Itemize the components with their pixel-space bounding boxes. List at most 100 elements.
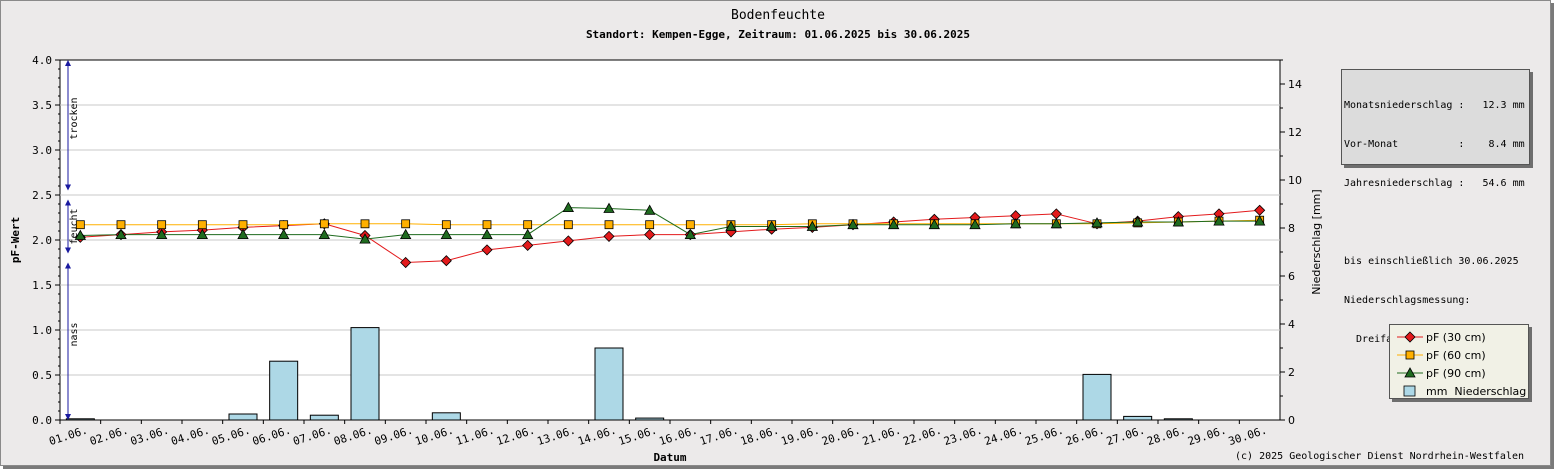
precipitation-bar — [1082, 373, 1112, 421]
data-point-triangle — [1131, 216, 1144, 227]
y2-tick-label: 14 — [1288, 78, 1302, 91]
data-point-triangle — [1172, 216, 1185, 227]
x-tick-label: 15.06. — [617, 423, 659, 448]
info-row-yearly: Jahresniederschlag : 54.6 mm — [1344, 178, 1525, 189]
triangle-marker-icon — [1397, 367, 1423, 378]
zone-arrow-head-down — [65, 247, 71, 254]
diamond-marker-icon — [1397, 331, 1423, 343]
gridlines — [60, 104, 1280, 376]
x-tick-label: 25.06. — [1023, 423, 1065, 448]
data-point-square — [604, 220, 614, 230]
data-point-square — [563, 220, 573, 230]
x-tick-label: 17.06. — [698, 423, 740, 448]
precipitation-bars — [65, 327, 1193, 421]
data-point-triangle — [196, 228, 209, 240]
data-point-triangle — [481, 228, 493, 240]
x-tick-label: 02.06. — [88, 423, 130, 448]
zone-label: trocken — [69, 97, 80, 139]
series-line-triangle — [80, 207, 1260, 240]
legend-item-pf90: pF (90 cm) — [1396, 364, 1528, 382]
x-tick-label: 29.06. — [1186, 423, 1228, 448]
y2-tick-label: 10 — [1288, 174, 1302, 187]
chart-legend: pF (30 cm) pF (60 cm) pF (90 cm) mm Nied… — [1389, 324, 1529, 399]
copyright-note: (c) 2025 Geologischer Dienst Nordrhein-W… — [1235, 451, 1524, 462]
series-line-diamond — [80, 209, 1260, 264]
precipitation-bar — [269, 360, 299, 421]
data-point-square — [116, 220, 126, 230]
data-point-triangle — [806, 220, 819, 231]
precipitation-bar — [228, 413, 258, 421]
y2-tick-label: 2 — [1288, 366, 1295, 379]
precipitation-bar — [1163, 418, 1193, 421]
y-tick-label: 3.5 — [32, 99, 52, 112]
data-point-triangle — [643, 204, 656, 215]
y2-tick-label: 12 — [1288, 126, 1302, 139]
info-row-until: bis einschließlich 30.06.2025 — [1344, 256, 1519, 267]
pf-series — [74, 201, 1266, 269]
y-tick-label: 3.0 — [32, 144, 52, 157]
x-tick-label: 20.06. — [820, 423, 862, 448]
y-tick-label: 1.5 — [32, 279, 52, 292]
x-tick-label: 12.06. — [495, 423, 537, 448]
zone-arrow-head-up — [65, 60, 71, 66]
y-axis-left: 0.0 0.5 1.0 1.5 2.0 2.5 3.0 3.5 4.0 — [32, 54, 60, 427]
info-row-monthly: Monatsniederschlag : 12.3 mm — [1344, 100, 1525, 111]
info-row-measurement: Niederschlagsmessung: — [1344, 295, 1471, 306]
data-point-triangle — [74, 229, 87, 240]
zone-arrow-head-up — [65, 262, 71, 269]
data-point-triangle — [359, 233, 371, 244]
x-tick-label: 30.06. — [1227, 423, 1269, 448]
data-point-diamond — [603, 230, 615, 242]
x-axis-label: Datum — [653, 451, 686, 464]
data-point-square — [319, 219, 329, 229]
data-point-square — [685, 220, 695, 230]
x-tick-label: 13.06. — [535, 423, 577, 448]
legend-item-pf60: pF (60 cm) — [1396, 346, 1528, 364]
x-tick-label: 05.06. — [210, 423, 252, 448]
data-point-triangle — [562, 201, 575, 213]
data-point-diamond — [400, 256, 412, 269]
data-point-triangle — [115, 228, 127, 240]
legend-item-pf30: pF (30 cm) — [1396, 328, 1528, 346]
data-point-diamond — [522, 239, 534, 251]
data-point-triangle — [521, 228, 534, 240]
data-point-square — [75, 220, 85, 230]
precipitation-bar — [594, 347, 624, 421]
data-point-triangle — [603, 202, 615, 213]
zone-arrow-head-down — [65, 414, 71, 420]
data-point-diamond — [481, 244, 493, 256]
data-point-triangle — [969, 218, 981, 230]
y2-tick-label: 0 — [1288, 414, 1295, 427]
data-point-square — [441, 220, 451, 230]
data-point-square — [279, 220, 289, 230]
x-tick-label: 26.06. — [1064, 423, 1106, 448]
data-point-square — [482, 220, 492, 230]
data-point-triangle — [765, 220, 778, 231]
x-tick-label: 07.06. — [291, 423, 333, 448]
data-point-triangle — [725, 220, 737, 231]
y2-tick-label: 6 — [1288, 270, 1295, 283]
x-tick-label: 27.06. — [1105, 423, 1147, 448]
data-point-triangle — [928, 218, 941, 230]
zone-arrow-head-up — [65, 199, 71, 206]
y-tick-label: 4.0 — [32, 54, 52, 67]
precipitation-info-box: Monatsniederschlag : 12.3 mm Vor-Monat :… — [1341, 69, 1530, 345]
bar-swatch-icon — [1403, 385, 1416, 397]
data-point-triangle — [847, 218, 859, 230]
x-tick-label: 22.06. — [901, 423, 943, 448]
y2-axis-label: Niederschlag [mm] — [1310, 189, 1323, 294]
data-point-triangle — [318, 228, 331, 240]
precipitation-bar — [1123, 415, 1153, 421]
info-row-previous-month: Vor-Monat : 8.4 mm — [1344, 139, 1525, 150]
data-point-triangle — [399, 228, 412, 240]
y-axis-label: pF-Wert — [9, 217, 22, 263]
legend-label-pf90: pF (90 cm) — [1426, 366, 1486, 380]
data-point-triangle — [1213, 215, 1225, 226]
data-point-triangle — [277, 228, 290, 240]
data-point-diamond — [440, 255, 452, 267]
data-point-triangle — [1091, 217, 1103, 228]
x-tick-label: 03.06. — [129, 423, 171, 448]
x-tick-label: 10.06. — [413, 423, 455, 448]
x-tick-label: 16.06. — [657, 423, 699, 448]
